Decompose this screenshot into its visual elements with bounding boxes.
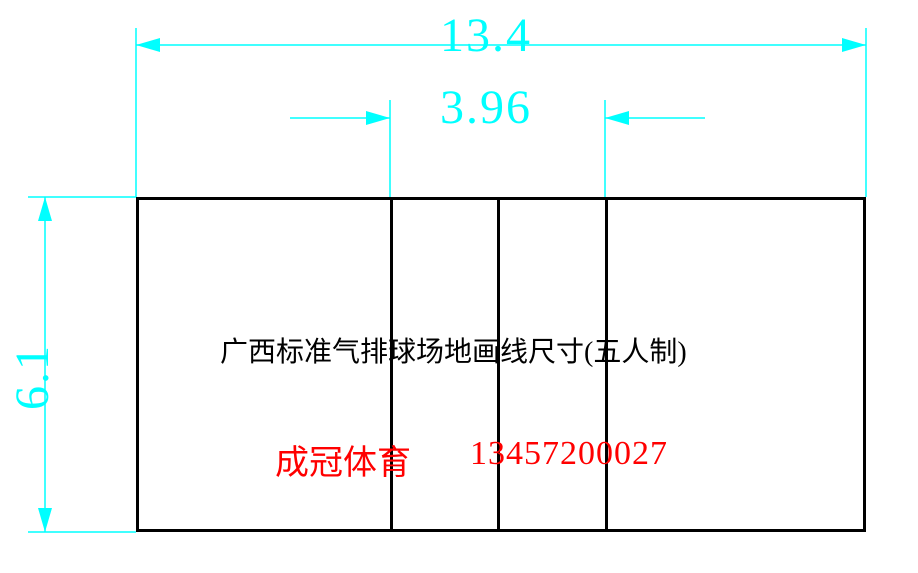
arrow-top — [38, 197, 52, 221]
dim-label-height: 6.1 — [5, 344, 60, 410]
arrow-bottom — [38, 508, 52, 532]
brand-phone: 13457200027 — [470, 435, 668, 473]
arrow-left — [136, 38, 160, 52]
arrow-center-right — [605, 111, 629, 125]
arrow-center-left — [366, 111, 390, 125]
arrow-right — [842, 38, 866, 52]
court-title: 广西标准气排球场地画线尺寸(五人制) — [220, 330, 687, 370]
brand-name: 成冠体育 — [275, 435, 411, 484]
dim-label-width: 13.4 — [440, 8, 532, 63]
dim-label-center: 3.96 — [440, 80, 532, 135]
